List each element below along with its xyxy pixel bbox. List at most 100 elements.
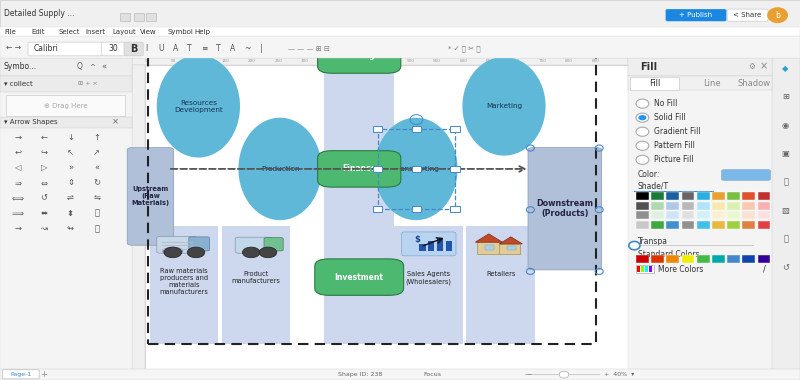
FancyBboxPatch shape bbox=[666, 9, 726, 21]
Text: Shadow: Shadow bbox=[738, 79, 771, 88]
Ellipse shape bbox=[767, 7, 788, 23]
Text: ⇝: ⇝ bbox=[14, 224, 21, 233]
FancyBboxPatch shape bbox=[189, 237, 210, 251]
Text: — — — ⊞ ⊟: — — — ⊞ ⊟ bbox=[288, 46, 330, 52]
Text: ⇒: ⇒ bbox=[14, 179, 21, 187]
Bar bbox=[636, 192, 649, 200]
Bar bbox=[651, 211, 664, 219]
Text: Raw materials
producers and
materials
manufacturers: Raw materials producers and materials ma… bbox=[159, 268, 209, 295]
Ellipse shape bbox=[238, 118, 322, 220]
Text: A: A bbox=[173, 44, 178, 54]
Bar bbox=[758, 211, 770, 219]
Text: ▣: ▣ bbox=[782, 149, 790, 158]
FancyBboxPatch shape bbox=[127, 148, 174, 245]
Text: ↝: ↝ bbox=[41, 224, 47, 233]
Ellipse shape bbox=[636, 113, 649, 122]
Text: 500: 500 bbox=[406, 59, 414, 63]
Ellipse shape bbox=[162, 247, 183, 256]
Text: Symbo...: Symbo... bbox=[4, 62, 37, 71]
Bar bbox=[0, 369, 800, 380]
Bar bbox=[727, 192, 740, 200]
Bar bbox=[636, 221, 649, 229]
Bar bbox=[758, 221, 770, 229]
Ellipse shape bbox=[164, 247, 182, 258]
Bar bbox=[651, 192, 664, 200]
Bar bbox=[758, 202, 770, 210]
Text: ▾ Arrow Shapes: ▾ Arrow Shapes bbox=[4, 119, 58, 125]
Bar bbox=[499, 244, 519, 253]
Text: Transporting: Transporting bbox=[394, 166, 438, 172]
Text: ↩: ↩ bbox=[14, 148, 21, 157]
Ellipse shape bbox=[629, 241, 640, 250]
Bar bbox=[634, 191, 714, 192]
Text: ▾ collect: ▾ collect bbox=[4, 81, 33, 87]
Text: ≡: ≡ bbox=[201, 44, 207, 54]
Text: —: — bbox=[525, 371, 531, 377]
Bar bbox=[651, 221, 664, 229]
Text: ←: ← bbox=[41, 133, 47, 142]
Text: 650: 650 bbox=[486, 59, 494, 63]
Text: ×: × bbox=[111, 118, 118, 127]
Text: 50: 50 bbox=[170, 59, 175, 63]
Text: ↑: ↑ bbox=[94, 133, 100, 142]
Text: Color:: Color: bbox=[638, 170, 660, 179]
FancyBboxPatch shape bbox=[264, 238, 283, 251]
Bar bbox=[666, 192, 679, 200]
Text: Line: Line bbox=[703, 79, 721, 88]
FancyBboxPatch shape bbox=[318, 151, 401, 187]
Bar bbox=[120, 13, 130, 21]
Text: Fill: Fill bbox=[640, 62, 657, 72]
Text: Resources
Development: Resources Development bbox=[174, 100, 222, 113]
Ellipse shape bbox=[259, 247, 277, 258]
Text: +: + bbox=[41, 370, 47, 379]
Text: b: b bbox=[775, 11, 780, 20]
Text: Finance: Finance bbox=[342, 165, 376, 173]
Bar bbox=[6, 95, 125, 116]
Bar bbox=[145, 65, 628, 369]
Bar bbox=[682, 192, 694, 200]
Text: Solid Fill: Solid Fill bbox=[654, 113, 686, 122]
Ellipse shape bbox=[242, 247, 260, 258]
Bar bbox=[649, 266, 652, 272]
Text: I: I bbox=[146, 44, 147, 54]
Text: 750: 750 bbox=[538, 59, 546, 63]
Text: Production: Production bbox=[261, 166, 299, 172]
Text: |: | bbox=[260, 44, 263, 54]
Bar bbox=[697, 255, 710, 263]
Polygon shape bbox=[475, 234, 502, 242]
Ellipse shape bbox=[187, 247, 205, 258]
Text: Investment: Investment bbox=[334, 272, 384, 282]
Text: Downstream
(Products): Downstream (Products) bbox=[536, 199, 594, 218]
Bar bbox=[146, 13, 156, 21]
Text: ^: ^ bbox=[89, 64, 95, 70]
Text: View: View bbox=[140, 28, 157, 35]
Text: Shape ID: 238: Shape ID: 238 bbox=[338, 372, 382, 377]
Bar bbox=[450, 166, 460, 173]
Bar bbox=[651, 255, 664, 263]
Text: «: « bbox=[102, 62, 106, 71]
Ellipse shape bbox=[636, 155, 649, 165]
Bar bbox=[0, 27, 800, 36]
Bar bbox=[0, 76, 132, 92]
Text: 450: 450 bbox=[380, 59, 388, 63]
Bar bbox=[0, 0, 800, 27]
Text: Focus: Focus bbox=[423, 372, 441, 377]
Bar bbox=[666, 202, 679, 210]
Text: ⇔: ⇔ bbox=[41, 179, 47, 187]
Bar bbox=[628, 58, 800, 380]
Text: Sales Agents
(Wholesalers): Sales Agents (Wholesalers) bbox=[406, 271, 452, 285]
Bar bbox=[666, 255, 679, 263]
Bar bbox=[0, 58, 132, 76]
Text: ◆: ◆ bbox=[782, 64, 789, 73]
Bar bbox=[682, 255, 694, 263]
Bar bbox=[742, 202, 755, 210]
Text: 600: 600 bbox=[459, 59, 467, 63]
Bar bbox=[150, 226, 218, 344]
Bar bbox=[742, 211, 755, 219]
Bar bbox=[666, 211, 679, 219]
Ellipse shape bbox=[157, 55, 240, 158]
Text: ⚙: ⚙ bbox=[749, 62, 755, 71]
Bar bbox=[645, 266, 648, 272]
Bar bbox=[373, 166, 382, 173]
Bar bbox=[132, 58, 628, 380]
